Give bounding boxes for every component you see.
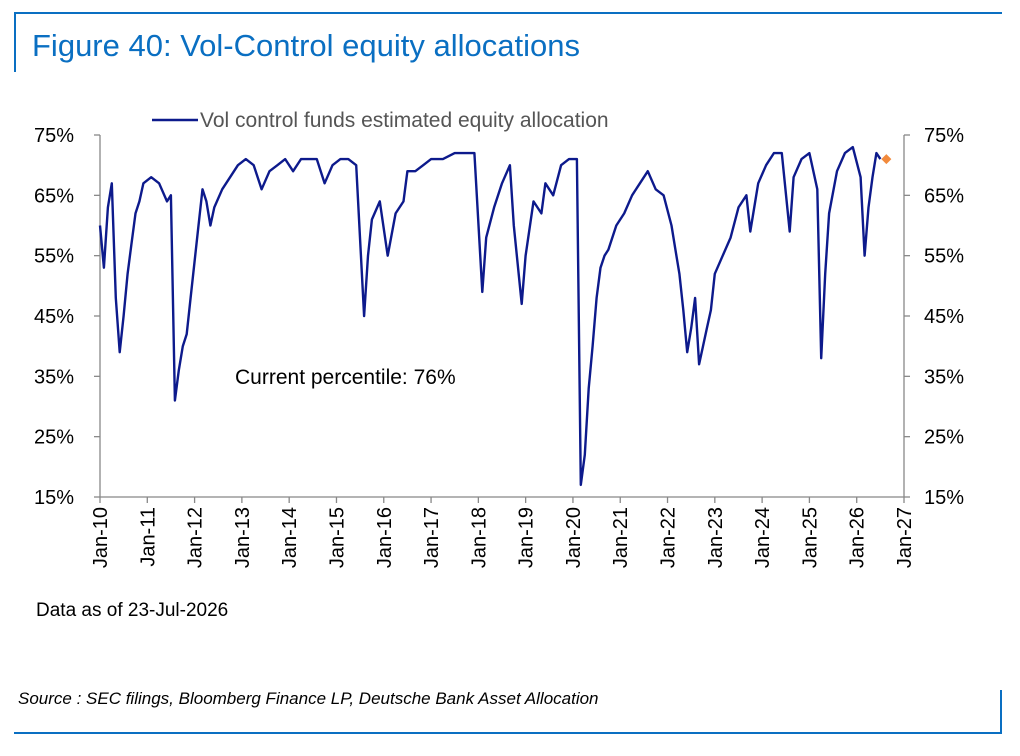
x-tick-label: Jan-13 [232,507,254,568]
x-tick-label: Jan-11 [137,507,159,567]
y-tick-label-right: 65% [924,185,964,207]
y-tick-label-right: 25% [924,427,964,449]
y-tick-label-left: 55% [34,246,74,268]
legend-label: Vol control funds estimated equity alloc… [200,109,609,132]
frame-left-border [14,12,16,72]
frame-right-border [1000,690,1002,732]
y-tick-label-left: 25% [34,427,74,449]
y-tick-label-left: 15% [34,487,74,509]
y-tick-label-right: 55% [924,246,964,268]
x-tick-label: Jan-23 [705,507,727,568]
y-tick-label-right: 75% [924,125,964,147]
current-percentile-annotation: Current percentile: 76% [235,366,456,389]
current-value-marker [881,154,892,165]
x-tick-label: Jan-24 [752,507,774,568]
y-tick-label-left: 45% [34,306,74,328]
y-tick-label-right: 15% [924,487,964,509]
frame-bottom-border [14,732,1002,734]
x-tick-label: Jan-19 [516,507,538,568]
x-tick-label: Jan-12 [185,507,207,568]
source-note: Source : SEC filings, Bloomberg Finance … [18,689,599,708]
x-tick-label: Jan-18 [468,507,490,568]
y-tick-label-right: 45% [924,306,964,328]
x-tick-label: Jan-14 [279,507,301,568]
data-as-of-note: Data as of 23-Jul-2026 [36,600,229,621]
y-tick-label-left: 75% [34,125,74,147]
figure-title: Figure 40: Vol-Control equity allocation… [32,28,580,63]
x-tick-label: Jan-15 [326,507,348,568]
x-tick-label: Jan-21 [610,507,632,568]
x-tick-label: Jan-16 [374,507,396,568]
x-tick-label: Jan-27 [894,507,916,568]
y-tick-label-left: 35% [34,366,74,388]
x-tick-label: Jan-17 [421,507,443,568]
y-tick-label-right: 35% [924,366,964,388]
x-tick-label: Jan-25 [799,507,821,568]
y-tick-label-left: 65% [34,185,74,207]
x-tick-label: Jan-26 [847,507,869,568]
x-tick-label: Jan-22 [658,507,680,568]
x-tick-label: Jan-10 [90,507,112,568]
x-tick-label: Jan-20 [563,507,585,568]
frame-top-border [14,12,1002,14]
series-line-vol-control-allocation [98,145,882,487]
